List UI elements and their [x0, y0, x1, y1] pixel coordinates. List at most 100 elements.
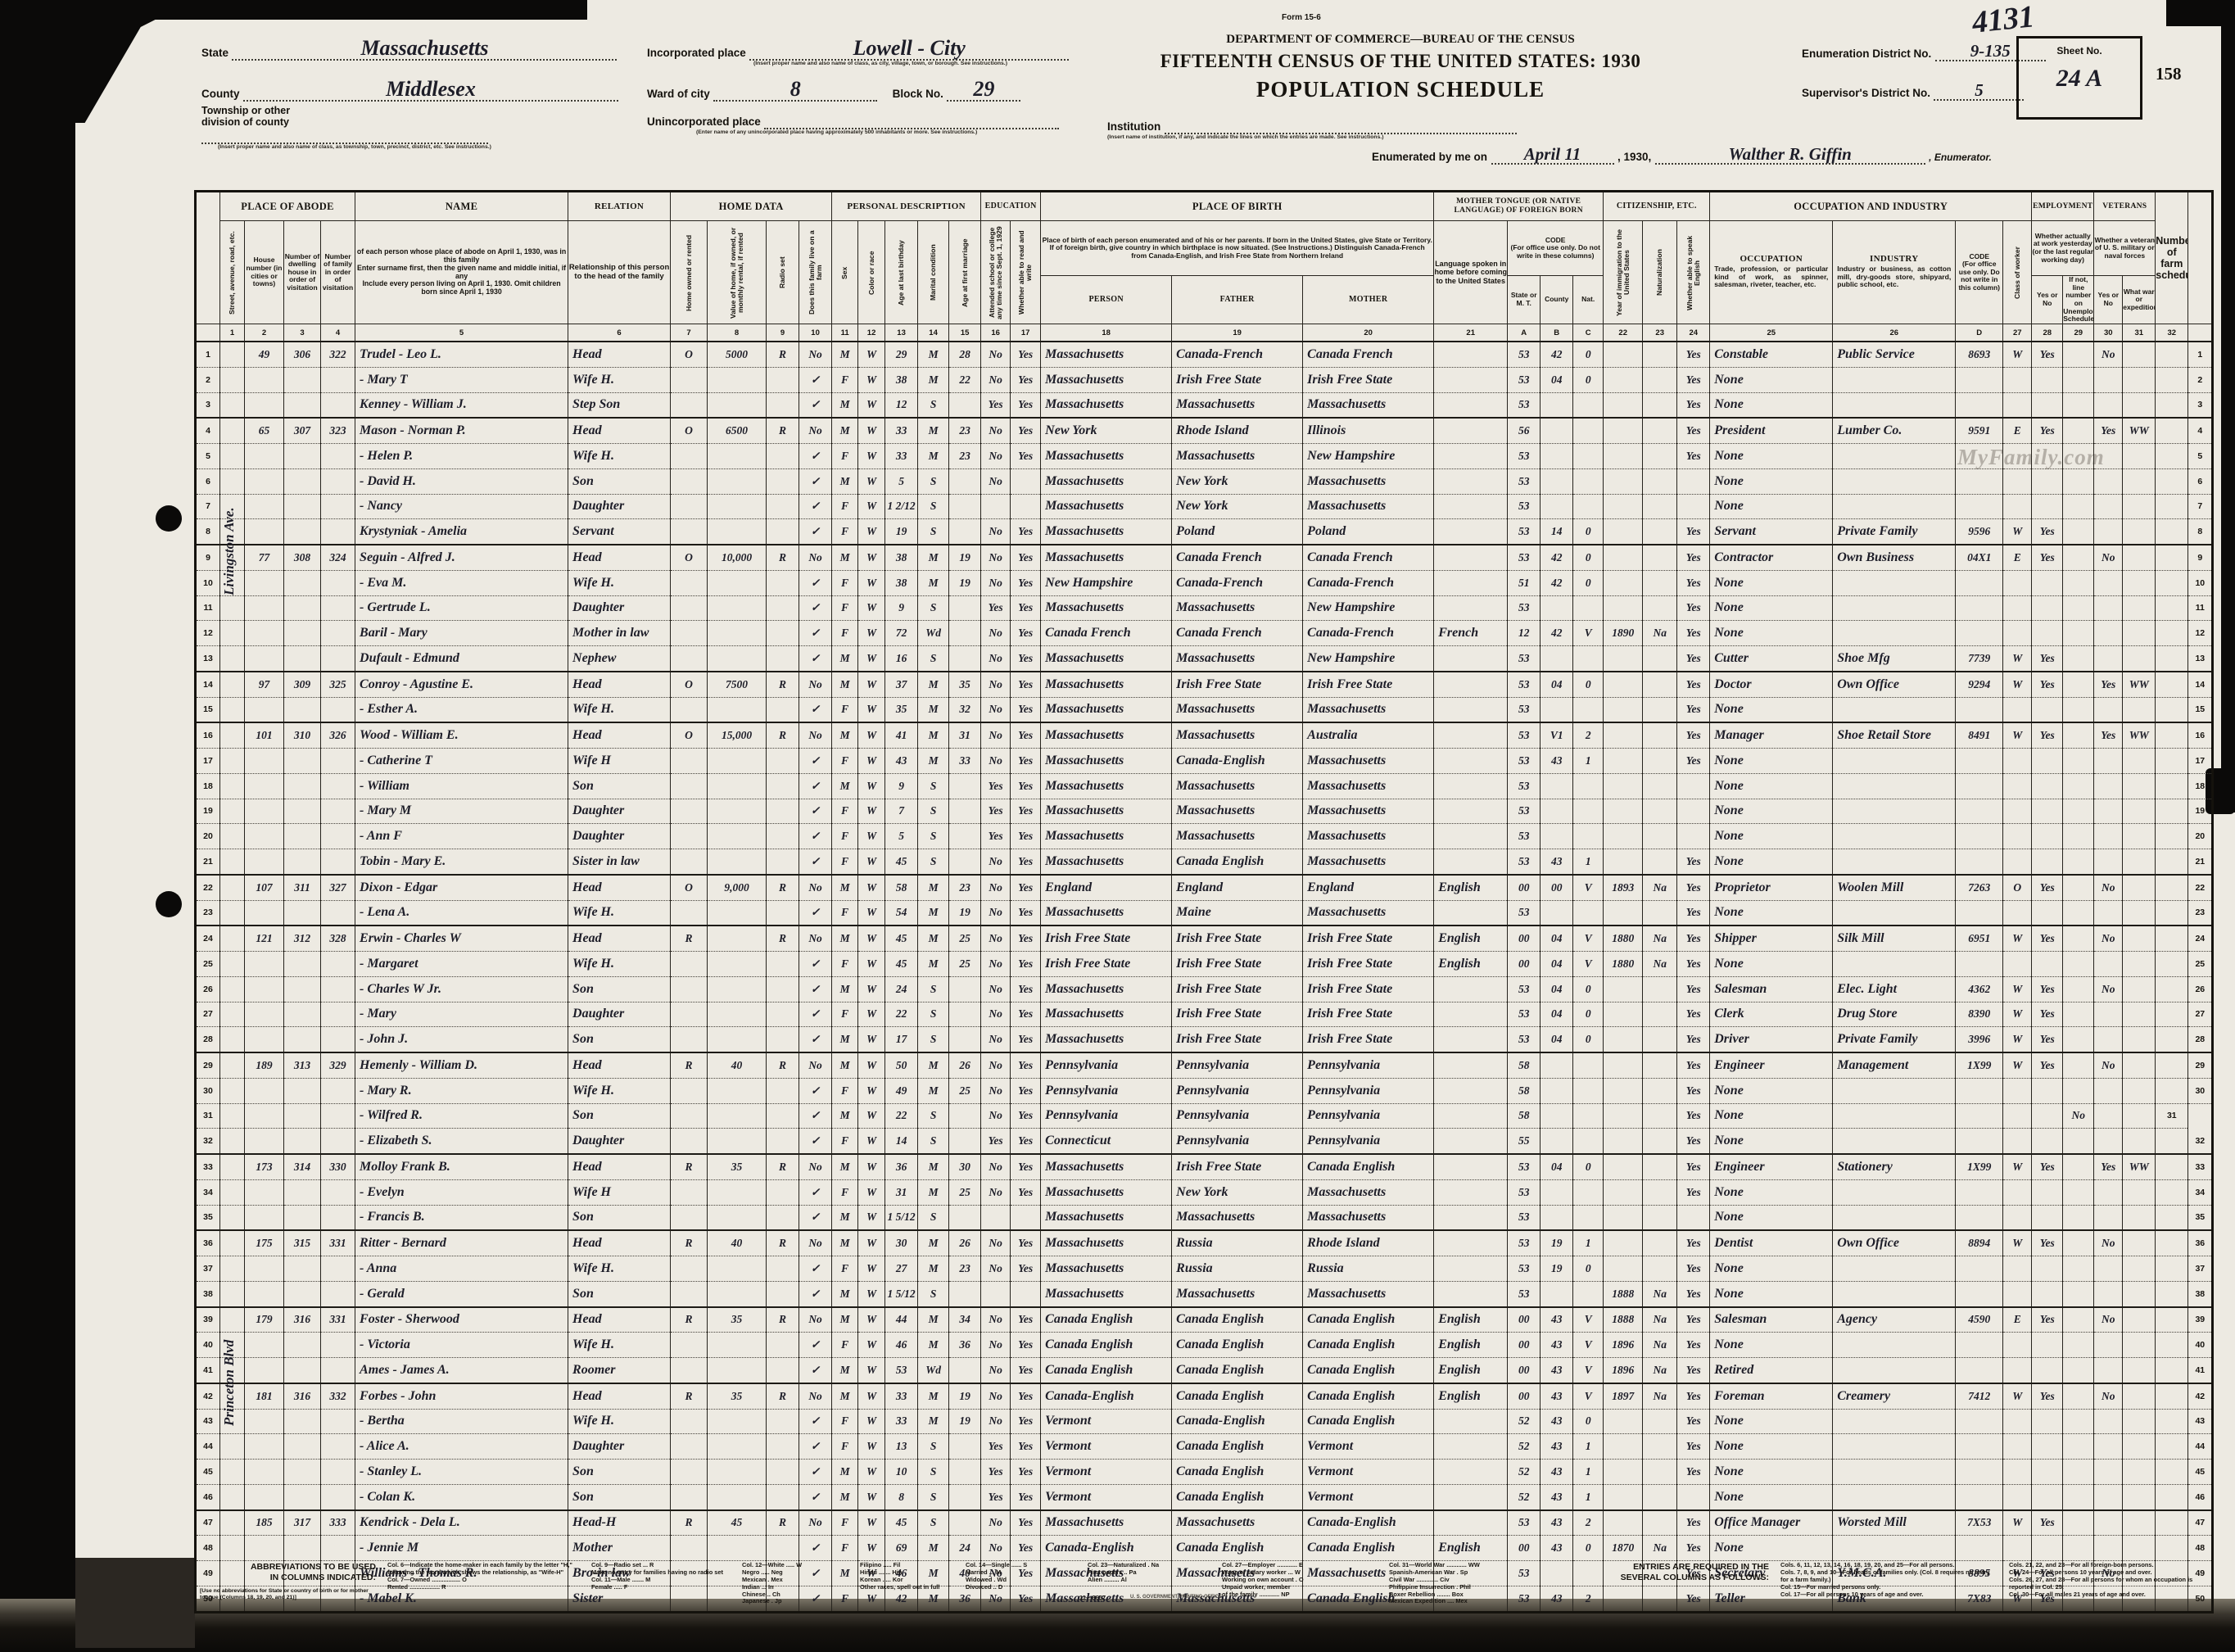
cell: ✓: [799, 518, 833, 545]
cell: [1603, 340, 1644, 368]
cell: [244, 823, 284, 849]
cell: [2155, 976, 2189, 1003]
cell: S: [917, 518, 950, 545]
cell: [1572, 392, 1604, 419]
cell: M: [831, 1484, 859, 1511]
table-row: 15- Esther A. Wife H. ✓ F W 35 M 32 No Yes Massach…: [195, 697, 2214, 723]
cell: R: [766, 670, 800, 698]
cell: [2062, 620, 2095, 646]
cell: Servant: [568, 518, 672, 545]
cell: [1642, 900, 1678, 926]
cell: [1955, 1179, 2004, 1206]
cell: [2062, 1332, 2095, 1358]
cell: Australia: [1302, 722, 1435, 749]
cell: [283, 1281, 321, 1308]
cell: 33: [884, 1382, 919, 1410]
cell: None: [1709, 1332, 1834, 1358]
cell: 175: [244, 1229, 284, 1257]
cell: No: [980, 1152, 1011, 1180]
cell: [1603, 518, 1644, 545]
cell: [1540, 1078, 1574, 1104]
col-age: Age at last birthday: [884, 220, 919, 324]
cell: Daughter: [568, 494, 672, 520]
cell: No: [799, 873, 833, 901]
cell: [283, 951, 321, 977]
cell: Massachusetts: [1040, 670, 1173, 698]
cell: M: [917, 570, 950, 596]
cell: M: [831, 340, 859, 368]
cell: W: [857, 1560, 886, 1586]
institution-line: [1164, 120, 1517, 134]
cell: Yes: [1676, 697, 1711, 723]
cell: None: [1709, 443, 1834, 469]
cell: M: [917, 900, 950, 926]
cell: [2062, 748, 2095, 774]
cell: [2093, 697, 2124, 723]
footer-notes: ABBREVIATIONS TO BE USED IN COLUMNS INDI…: [200, 1561, 2223, 1605]
cell: [1433, 1103, 1509, 1129]
cell: [670, 951, 708, 977]
cell: 5: [884, 468, 919, 495]
cell: W: [857, 1002, 886, 1028]
cell: No: [980, 1586, 1011, 1613]
cell: Massachusetts: [1171, 443, 1304, 469]
cell: [2093, 1409, 2124, 1435]
unincorporated-field: Unincorporated place (Enter name of any …: [647, 115, 1060, 135]
cell: [766, 951, 800, 977]
cell: W: [857, 1128, 886, 1155]
cell: ✓: [799, 1433, 833, 1460]
cell: None: [1709, 1409, 1834, 1435]
cell: No: [799, 1509, 833, 1537]
cell: [766, 1026, 800, 1053]
cell: ✓: [799, 1256, 833, 1282]
cell: Wife H.: [568, 1256, 672, 1282]
col-street: Street, avenue, road, etc.: [219, 220, 245, 324]
cell: [670, 849, 708, 876]
schedule-title: POPULATION SCHEDULE: [1255, 77, 1545, 102]
cell: None: [1709, 1484, 1834, 1511]
cell: [707, 1357, 767, 1384]
cell: [2002, 1205, 2033, 1231]
cell: [219, 1459, 245, 1485]
cell: - Mary R.: [355, 1078, 569, 1104]
cell: Canada French: [1171, 543, 1304, 571]
cell: ✓: [799, 951, 833, 977]
cell: [2122, 1002, 2156, 1028]
cell: [2122, 392, 2156, 419]
cell: O: [670, 873, 708, 901]
cell: [2002, 570, 2033, 596]
cell: [1642, 468, 1678, 495]
cell: [219, 748, 245, 774]
cell: [1433, 340, 1509, 368]
cell: 41: [884, 722, 919, 749]
cell: Massachusetts: [1171, 823, 1304, 849]
cell: [2062, 1281, 2095, 1308]
cell: [319, 494, 356, 520]
cell: [1433, 1281, 1509, 1308]
cell: [2093, 1256, 2124, 1282]
abbr-block-g: Col. 27—Employer ............ E Wage or …: [1222, 1561, 1304, 1598]
cell: Foster - Sherwood: [355, 1306, 569, 1333]
cell: [766, 1357, 800, 1384]
cell: [1955, 951, 2004, 977]
cell: Head: [568, 925, 672, 953]
cell: 53: [1507, 494, 1541, 520]
cell: 53: [1507, 340, 1541, 368]
cell: [319, 951, 356, 977]
cell: No: [980, 570, 1011, 596]
cell: [1433, 1026, 1509, 1053]
cell: [1832, 468, 1957, 495]
cell: [766, 1078, 800, 1104]
cell: [283, 1078, 321, 1104]
cell: [766, 392, 800, 419]
cell: [1603, 1433, 1644, 1460]
cell: Yes: [1010, 570, 1042, 596]
cell: [670, 1409, 708, 1435]
cell: 53: [1507, 1509, 1541, 1537]
cell: [244, 1357, 284, 1384]
cell: No: [980, 543, 1011, 571]
cell: [2002, 392, 2033, 419]
cell: Yes: [1010, 1509, 1042, 1537]
cell: No: [980, 468, 1011, 495]
